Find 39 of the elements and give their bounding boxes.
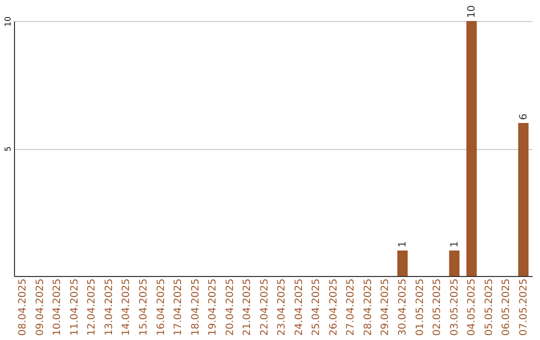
bar: [449, 250, 460, 276]
x-tick-label: 13.04.2025: [104, 278, 115, 336]
x-tick-label: 07.05.2025: [518, 278, 530, 336]
x-tick-label: 28.04.2025: [362, 278, 374, 336]
x-tick-label: 16.04.2025: [156, 278, 167, 336]
x-tick-label: 27.04.2025: [346, 278, 357, 336]
x-tick-label: 11.04.2025: [69, 278, 80, 336]
x-tick-label: 19.04.2025: [208, 278, 219, 336]
x-tick-label: 01.05.2025: [414, 278, 426, 336]
x-tick-label: 24.04.2025: [294, 278, 305, 336]
x-tick-label: 04.05.2025: [466, 278, 478, 336]
data-label: 6: [518, 114, 530, 120]
x-tick-label: 09.04.2025: [34, 278, 46, 336]
x-tick-label: 30.04.2025: [398, 278, 408, 336]
x-tick-label: 10.04.2025: [52, 278, 64, 336]
x-tick-label: 25.04.2025: [311, 278, 322, 336]
bar: [466, 21, 477, 276]
y-tick-label: 5: [4, 146, 12, 152]
x-tick-label: 02.05.2025: [432, 278, 444, 336]
x-tick-label: 26.04.2025: [328, 278, 340, 336]
x-tick-label: 14.04.2025: [121, 278, 132, 336]
x-tick-label: 06.05.2025: [501, 278, 512, 336]
x-tick-label: 29.04.2025: [380, 278, 392, 336]
x-tick-label: 21.04.2025: [242, 278, 254, 336]
x-tick-label: 08.04.2025: [18, 278, 29, 336]
data-label: 10: [466, 5, 478, 18]
x-tick-label: 12.04.2025: [86, 278, 98, 336]
bar: [518, 123, 529, 276]
x-tick-label: 20.04.2025: [224, 278, 236, 336]
x-tick-label: 15.04.2025: [138, 278, 150, 336]
x-tick-label: 17.04.2025: [173, 278, 184, 336]
x-tick-label: 23.04.2025: [276, 278, 288, 336]
x-tick-label: 18.04.2025: [190, 278, 202, 336]
data-label: 1: [398, 241, 408, 248]
data-label: 1: [449, 241, 460, 248]
x-tick-label: 22.04.2025: [259, 278, 270, 336]
x-tick-label: 05.05.2025: [484, 278, 495, 336]
bar: [397, 250, 408, 276]
x-tick-label: 03.05.2025: [449, 278, 460, 336]
